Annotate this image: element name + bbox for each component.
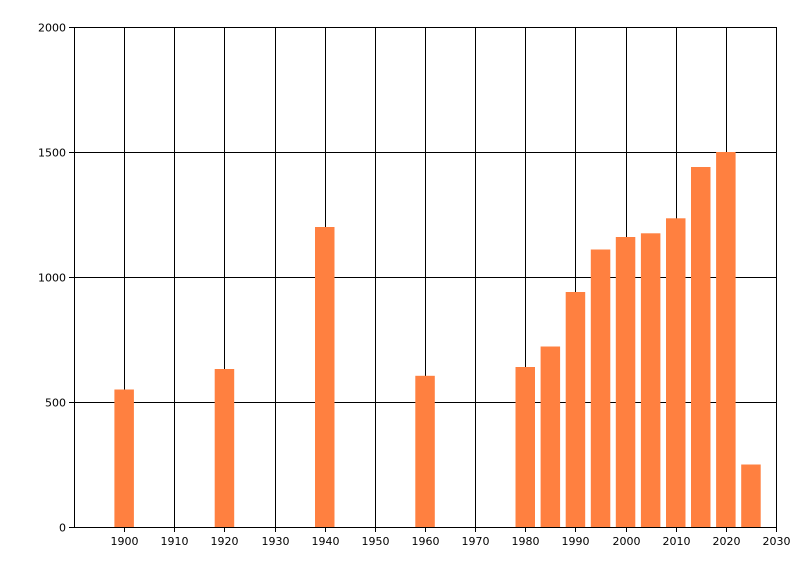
bars — [114, 152, 761, 528]
y-tick-label: 0 — [59, 522, 66, 535]
x-tick-label: 2000 — [613, 535, 641, 548]
axes — [69, 27, 777, 532]
bar — [114, 389, 134, 527]
y-tick-label: 500 — [45, 397, 66, 410]
y-tick-label: 1500 — [38, 147, 66, 160]
bar — [315, 227, 335, 527]
bar — [741, 464, 761, 527]
bar — [540, 346, 561, 527]
y-tick-label: 2000 — [38, 22, 66, 35]
bar — [590, 249, 611, 527]
x-tick-label: 1960 — [412, 535, 440, 548]
bar — [565, 292, 586, 527]
bar — [415, 375, 435, 528]
x-tick-label: 1930 — [262, 535, 290, 548]
x-tick-label: 2010 — [663, 535, 691, 548]
x-tick-label: 1900 — [111, 535, 139, 548]
bar — [515, 367, 535, 527]
bar — [214, 369, 235, 527]
x-tick-label: 1950 — [362, 535, 390, 548]
x-tick-label: 1990 — [562, 535, 590, 548]
bar — [691, 167, 711, 527]
x-tick-label: 1940 — [312, 535, 340, 548]
bar — [640, 233, 661, 528]
bar — [716, 152, 736, 527]
tick-labels: 1900 1910 1920 1930 1940 1950 1960 1970 1980 1990… — [38, 22, 791, 549]
y-tick-label: 1000 — [38, 272, 66, 285]
bar — [666, 218, 686, 528]
x-tick-label: 1920 — [211, 535, 239, 548]
bar — [615, 237, 636, 527]
x-tick-label: 1910 — [161, 535, 189, 548]
x-tick-label: 1980 — [512, 535, 540, 548]
x-tick-label: 1970 — [462, 535, 490, 548]
x-tick-label: 2020 — [713, 535, 741, 548]
x-tick-label: 2030 — [763, 535, 791, 548]
